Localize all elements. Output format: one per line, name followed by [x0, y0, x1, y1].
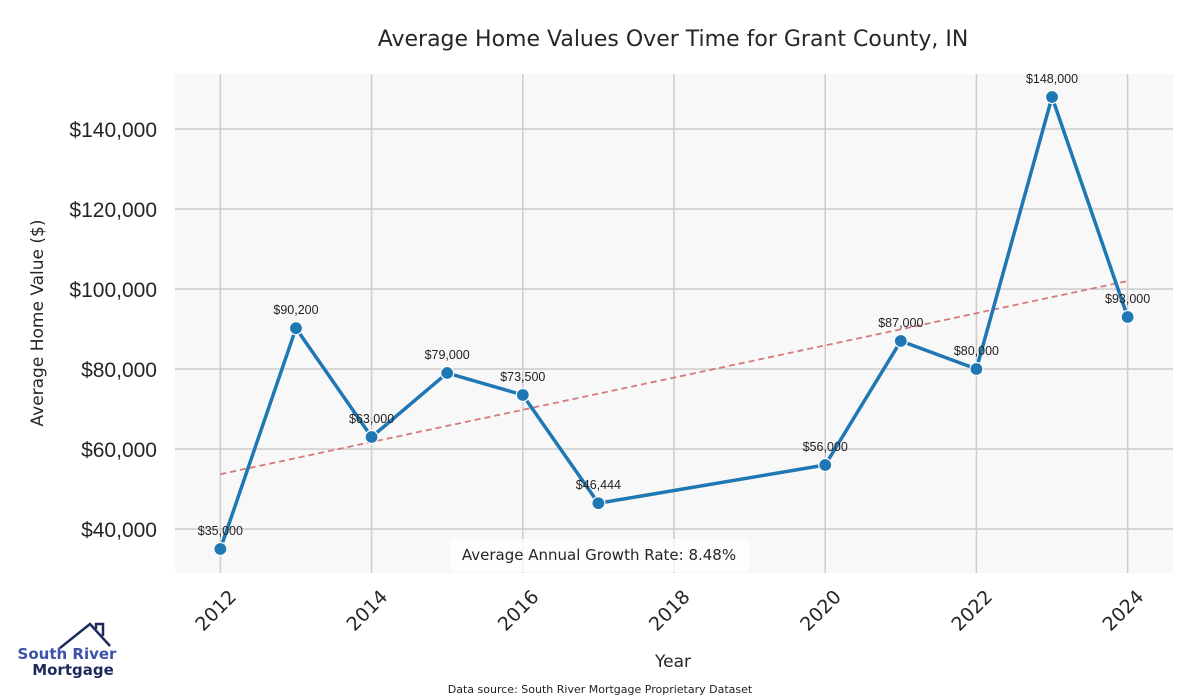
data-point — [440, 365, 455, 381]
chart-title: Average Home Values Over Time for Grant … — [378, 27, 969, 52]
data-point — [1120, 309, 1135, 325]
logo-line-2: Mortgage — [32, 661, 114, 679]
y-axis-label: Average Home Value ($) — [28, 220, 48, 427]
y-tick-label: $60,000 — [81, 439, 157, 462]
growth-rate-text: Average Annual Growth Rate: 8.48% — [462, 546, 736, 564]
x-gridlines — [219, 74, 1129, 573]
data-labels: $35,000 $90,200 $63,000 $79,000 $73,500 $46,4… — [198, 72, 1151, 538]
x-tick-label: 2014 — [342, 586, 392, 636]
data-label: $56,000 — [803, 440, 848, 454]
data-point — [288, 321, 304, 336]
data-point — [818, 457, 833, 473]
y-tick-labels: $40,000 $60,000 $80,000 $100,000 $120,000 $14… — [69, 119, 157, 542]
data-point — [213, 541, 228, 557]
x-tick-label: 2012 — [191, 586, 241, 636]
x-tick-label: 2020 — [796, 586, 846, 636]
chimney-icon — [94, 622, 105, 636]
x-tick-label: 2024 — [1099, 586, 1149, 636]
data-point — [364, 429, 379, 445]
data-point — [515, 387, 530, 403]
data-label: $79,000 — [425, 348, 470, 362]
data-points — [213, 89, 1135, 557]
y-tick-label: $100,000 — [69, 279, 157, 302]
y-tick-label: $140,000 — [69, 119, 157, 142]
house-roof-icon — [59, 622, 111, 649]
data-label: $80,000 — [954, 344, 999, 358]
logo-line-1: South River — [18, 645, 118, 663]
x-tick-label: 2022 — [947, 586, 997, 636]
data-label: $73,500 — [500, 370, 545, 384]
data-label: $148,000 — [1026, 72, 1078, 86]
data-label: $93,000 — [1105, 292, 1150, 306]
y-tick-label: $80,000 — [81, 359, 157, 382]
data-label: $90,200 — [273, 303, 318, 317]
data-label: $46,444 — [576, 478, 621, 492]
y-tick-label: $40,000 — [81, 519, 157, 542]
data-point — [893, 333, 908, 349]
growth-rate-box-bg — [449, 539, 750, 572]
data-label: $63,000 — [349, 412, 394, 426]
x-tick-label: 2016 — [494, 586, 544, 636]
y-tick-label: $120,000 — [69, 199, 157, 222]
x-tick-labels: 2012 2014 2016 2018 2020 2022 2024 — [191, 586, 1148, 636]
x-axis-label: Year — [654, 652, 691, 672]
data-source-note: Data source: South River Mortgage Propri… — [448, 683, 753, 696]
data-point — [969, 361, 984, 377]
growth-rate-box: Average Annual Growth Rate: 8.48% — [449, 539, 750, 572]
x-tick-label: 2018 — [645, 586, 695, 636]
company-logo: South River Mortgage — [18, 622, 118, 679]
data-point — [591, 496, 606, 511]
data-point — [1044, 89, 1060, 105]
data-label: $87,000 — [878, 316, 923, 330]
data-label: $35,000 — [198, 524, 243, 538]
